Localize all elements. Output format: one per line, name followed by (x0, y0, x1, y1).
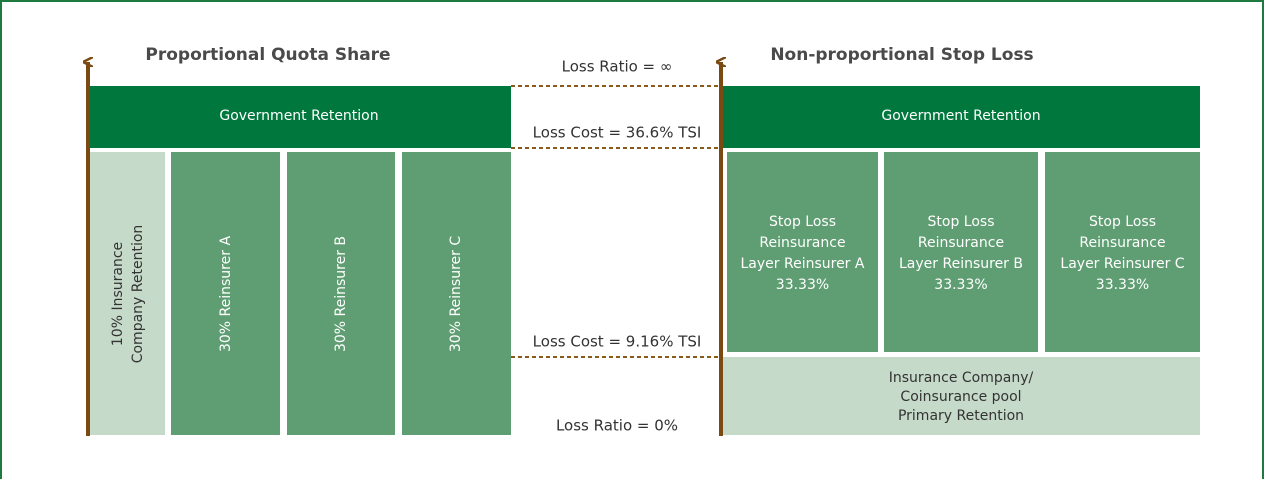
loss-cost-label: Loss Cost = 36.6% TSI (533, 124, 702, 142)
loss-ratio-label: Loss Ratio = 0% (556, 417, 678, 435)
top-layer-label: Government Retention (881, 108, 1040, 124)
reinsurer-label: 30% Reinsurer A (218, 236, 234, 352)
top-layer (723, 86, 1200, 148)
loss-ratio-label: Loss Ratio = ∞ (562, 58, 673, 76)
retention-box (90, 152, 165, 435)
top-layer-label: Government Retention (219, 108, 378, 124)
left-title: Proportional Quota Share (145, 45, 390, 65)
reinsurer-box (402, 152, 511, 435)
layer-box (727, 152, 878, 352)
reinsurer-label: 30% Reinsurer B (333, 236, 349, 352)
layer-box (884, 152, 1038, 352)
layer-label: Stop Loss Reinsurance Layer Reinsurer B 33.… (899, 214, 1023, 293)
reinsurer-label: 30% Reinsurer C (448, 236, 464, 352)
reinsurer-box (171, 152, 280, 435)
loss-cost-label: Loss Cost = 9.16% TSI (533, 333, 702, 351)
right-title: Non-proportional Stop Loss (770, 45, 1033, 65)
reinsurer-box (287, 152, 395, 435)
threshold-lines (511, 85, 722, 358)
primary-label: Insurance Company/Coinsurance pool Primar… (889, 370, 1034, 424)
layer-box (1045, 152, 1200, 352)
layer-label: Stop Loss Reinsurance Layer Reinsurer A 33.… (741, 214, 865, 293)
top-layer (88, 86, 511, 148)
layer-label: Stop Loss Reinsurance Layer Reinsurer C 33.… (1060, 214, 1184, 293)
primary-box (723, 357, 1200, 435)
retention-label: 10% Insurance Company Retention (110, 225, 146, 364)
